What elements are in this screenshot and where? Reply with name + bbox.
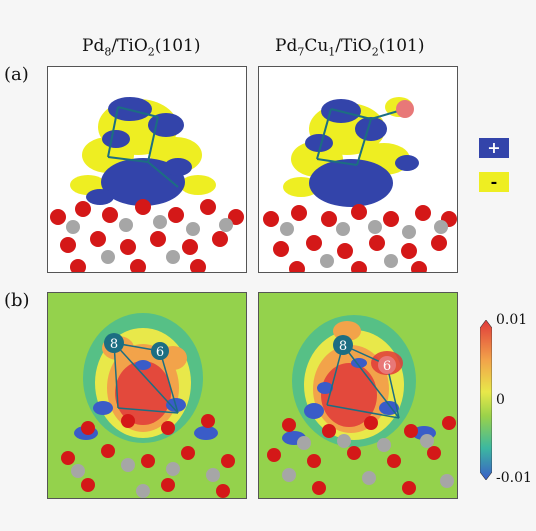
panel-b-left: 8 6: [47, 292, 247, 499]
atom-label-left-8: 8: [110, 337, 118, 352]
legend-minus: -: [479, 172, 509, 192]
colorbar-mid-label: 0: [496, 392, 505, 408]
title-left: Pd8/TiO2(101): [82, 36, 201, 59]
atom-label-right-6: 6: [383, 359, 391, 374]
panel-label-a: (a): [4, 64, 29, 85]
title-right: Pd7Cu1/TiO2(101): [275, 36, 425, 59]
isosurface-right: [259, 67, 457, 272]
panel-a-left: [47, 66, 247, 273]
panel-label-b: (b): [4, 290, 30, 311]
atom-label-right-8: 8: [339, 339, 347, 354]
density-map-right: 8 6: [259, 293, 457, 498]
colorbar: [480, 320, 492, 480]
atom-label-left-6: 6: [156, 345, 164, 360]
panel-b-right: 8 6: [258, 292, 458, 499]
density-map-left: 8 6: [48, 293, 246, 498]
isosurface-left: [48, 67, 246, 272]
titanium-atoms-left: [66, 215, 233, 264]
legend-plus: +: [479, 138, 509, 158]
cu-atom: [396, 100, 414, 118]
colorbar-min-label: -0.01: [496, 470, 532, 486]
oxygen-atoms-right: [263, 204, 457, 272]
colorbar-max-label: 0.01: [496, 312, 528, 328]
oxygen-atoms-left: [50, 199, 244, 272]
panel-a-right: [258, 66, 458, 273]
